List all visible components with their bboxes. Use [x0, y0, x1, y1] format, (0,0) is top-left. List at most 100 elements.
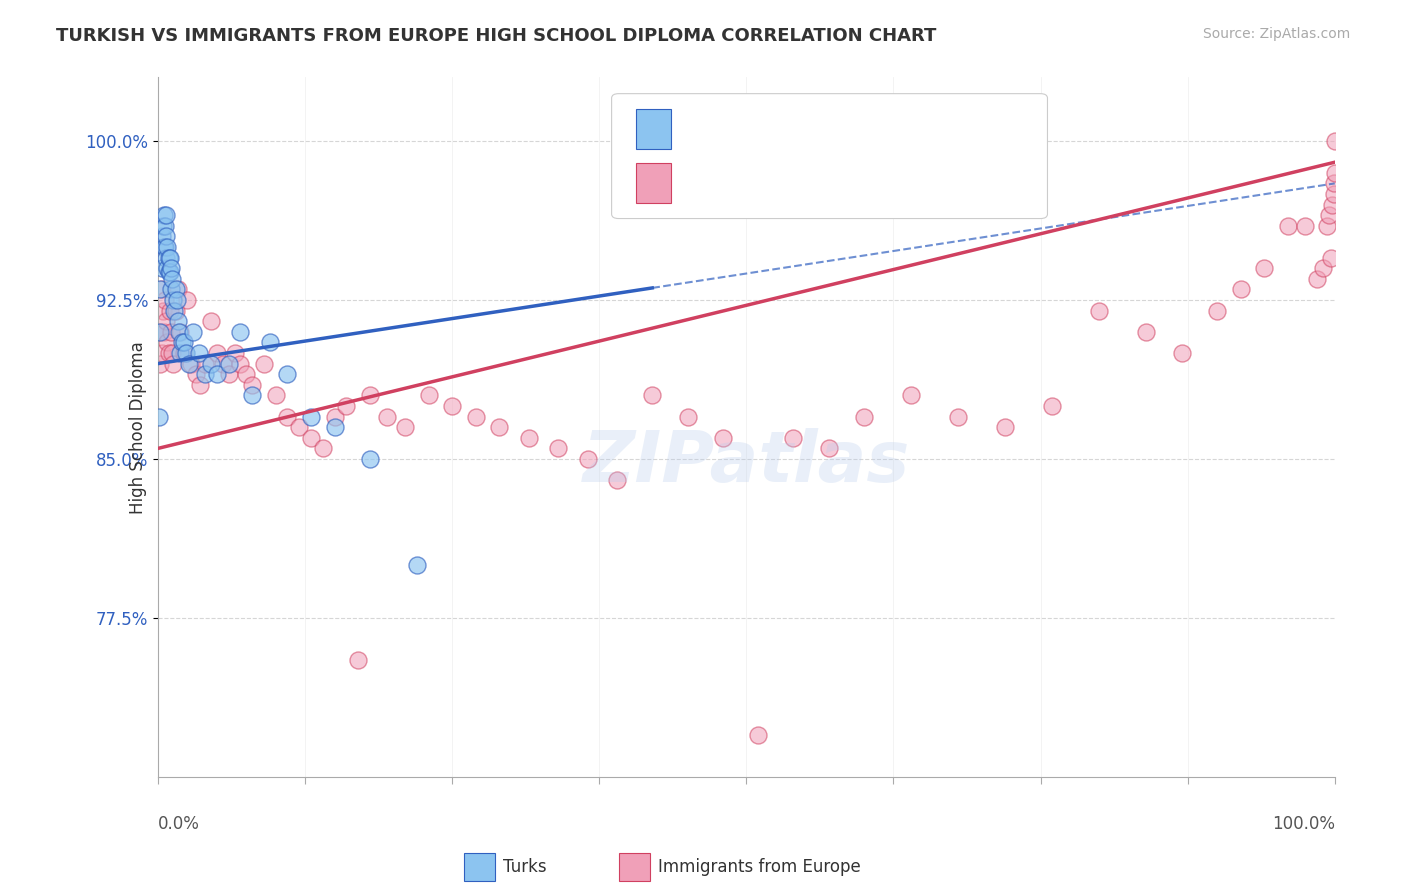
Point [200, 357, 222, 371]
Point [299, 409, 322, 424]
Point [184, 368, 207, 382]
Point [160, 346, 183, 360]
Point [1040, 399, 1063, 413]
Point [180, 357, 202, 371]
Point [157, 265, 180, 279]
Point [173, 346, 195, 360]
Point [782, 431, 804, 445]
Point [323, 420, 346, 434]
Point [176, 293, 198, 307]
Point [163, 303, 186, 318]
Point [162, 293, 184, 307]
Point [853, 409, 876, 424]
Text: Source: ZipAtlas.com: Source: ZipAtlas.com [1202, 27, 1350, 41]
Point [517, 431, 540, 445]
Text: 100.0%: 100.0% [1272, 815, 1334, 833]
Point [165, 282, 187, 296]
Point [1206, 303, 1229, 318]
Point [1320, 251, 1343, 265]
Point [167, 282, 190, 296]
Point [155, 229, 177, 244]
Point [166, 293, 188, 307]
Point [162, 357, 184, 371]
Text: ZIPatlas: ZIPatlas [582, 427, 910, 497]
Point [152, 303, 174, 318]
Point [1277, 219, 1299, 233]
Point [150, 229, 173, 244]
Point [347, 653, 370, 667]
Point [149, 282, 172, 296]
Point [149, 357, 172, 371]
Point [159, 265, 181, 279]
Point [576, 452, 599, 467]
Point [156, 240, 179, 254]
Point [160, 325, 183, 339]
Point [335, 399, 357, 413]
Point [159, 303, 181, 318]
Point [1088, 303, 1111, 318]
Point [606, 473, 628, 487]
Point [253, 357, 276, 371]
Text: Immigrants from Europe: Immigrants from Europe [658, 858, 860, 876]
Point [224, 346, 246, 360]
Point [259, 335, 281, 350]
Point [153, 240, 176, 254]
Point [155, 208, 177, 222]
Y-axis label: High School Diploma: High School Diploma [129, 341, 146, 514]
Point [181, 325, 204, 339]
Point [418, 388, 440, 402]
Point [1317, 208, 1340, 222]
Point [194, 368, 217, 382]
Text: TURKISH VS IMMIGRANTS FROM EUROPE HIGH SCHOOL DIPLOMA CORRELATION CHART: TURKISH VS IMMIGRANTS FROM EUROPE HIGH S… [56, 27, 936, 45]
Point [1312, 261, 1334, 276]
Point [218, 357, 240, 371]
Text: Turks: Turks [503, 858, 547, 876]
Point [1323, 166, 1346, 180]
Point [441, 399, 464, 413]
Point [152, 219, 174, 233]
Point [157, 346, 180, 360]
Point [1294, 219, 1316, 233]
Point [359, 452, 381, 467]
Point [377, 409, 399, 424]
Point [153, 208, 176, 222]
Point [190, 377, 212, 392]
Point [177, 357, 200, 371]
Point [1253, 261, 1275, 276]
Point [160, 261, 183, 276]
Point [156, 261, 179, 276]
Point [406, 558, 429, 572]
Point [641, 388, 664, 402]
Point [817, 442, 839, 456]
Point [264, 388, 287, 402]
Point [218, 368, 240, 382]
Point [149, 325, 172, 339]
Point [1323, 134, 1346, 148]
Point [948, 409, 970, 424]
Point [276, 368, 298, 382]
Point [167, 314, 190, 328]
Point [153, 219, 176, 233]
Point [488, 420, 510, 434]
Point [157, 251, 180, 265]
Point [312, 442, 335, 456]
Point [153, 293, 176, 307]
Point [229, 325, 252, 339]
Point [747, 727, 769, 741]
Point [156, 335, 179, 350]
Point [1135, 325, 1157, 339]
Point [229, 357, 252, 371]
Point [464, 409, 486, 424]
Point [150, 261, 173, 276]
Point [994, 420, 1017, 434]
Point [150, 346, 173, 360]
Point [235, 368, 257, 382]
Point [148, 325, 170, 339]
Point [169, 325, 191, 339]
Point [711, 431, 734, 445]
Text: R = 0.262   N = 47: R = 0.262 N = 47 [685, 120, 884, 138]
Point [1306, 272, 1329, 286]
Point [240, 388, 263, 402]
Point [160, 282, 183, 296]
Point [200, 314, 222, 328]
